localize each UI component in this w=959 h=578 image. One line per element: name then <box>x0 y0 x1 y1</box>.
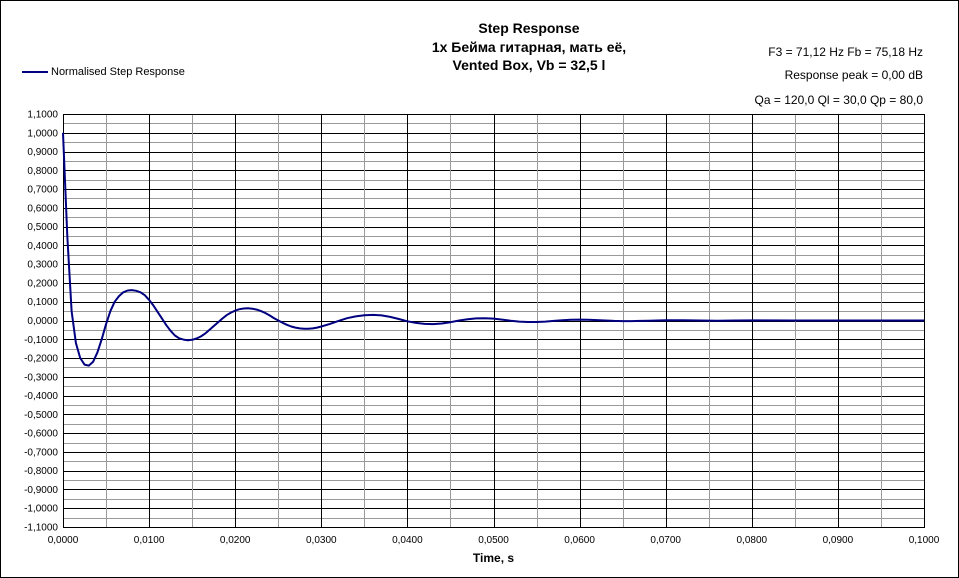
legend-swatch <box>22 71 48 73</box>
y-tick-label: -0,8000 <box>24 466 58 477</box>
y-tick-label: 0,0000 <box>27 316 58 327</box>
y-tick-label: -1,1000 <box>24 523 58 534</box>
legend: Normalised Step Response <box>22 66 185 78</box>
series-line-normalised-step-response <box>62 132 924 367</box>
y-tick-label: 1,1000 <box>27 110 58 121</box>
y-tick-label: 1,0000 <box>27 128 58 139</box>
x-tick-label: 0,0000 <box>48 535 79 546</box>
x-tick-label: 0,0500 <box>478 535 509 546</box>
y-tick-label: -0,5000 <box>24 410 58 421</box>
y-tick-label: 0,7000 <box>27 185 58 196</box>
y-tick-label: 0,5000 <box>27 222 58 233</box>
y-tick-label: 0,3000 <box>27 260 58 271</box>
plot-border <box>63 114 925 528</box>
y-tick-label: -1,0000 <box>24 504 58 515</box>
y-tick-label: -0,6000 <box>24 429 58 440</box>
y-tick-label: 0,9000 <box>27 147 58 158</box>
x-tick-label: 0,0300 <box>306 535 337 546</box>
x-tick-label: 0,0400 <box>392 535 423 546</box>
y-tick-label: 0,6000 <box>27 203 58 214</box>
x-tick-label: 0,0800 <box>737 535 768 546</box>
y-tick-label: -0,4000 <box>24 391 58 402</box>
legend-label: Normalised Step Response <box>51 66 185 78</box>
y-tick-label: 0,4000 <box>27 241 58 252</box>
y-tick-label: -0,7000 <box>24 447 58 458</box>
x-tick-label: 0,0600 <box>564 535 595 546</box>
x-tick-label: 0,0700 <box>650 535 681 546</box>
y-tick-label: 0,8000 <box>27 166 58 177</box>
y-tick-label: -0,9000 <box>24 485 58 496</box>
y-tick-label: -0,2000 <box>24 354 58 365</box>
y-tick-label: -0,3000 <box>24 372 58 383</box>
x-axis-label: Time, s <box>473 551 514 565</box>
x-tick-label: 0,0100 <box>134 535 165 546</box>
x-tick-label: 0,0200 <box>220 535 251 546</box>
y-tick-label: -0,1000 <box>24 335 58 346</box>
f3-fb-info: F3 = 71,12 Hz Fb = 75,18 Hz <box>768 45 923 59</box>
q-values-info: Qa = 120,0 Ql = 30,0 Qp = 80,0 <box>754 93 923 107</box>
response-peak-info: Response peak = 0,00 dB <box>784 68 923 82</box>
x-tick-label: 0,1000 <box>909 535 940 546</box>
chart-title: Step Response <box>478 20 580 36</box>
chart-subtitle-line-1: 1x Бейма гитарная, мать её, <box>431 39 627 55</box>
chart-subtitle-line-2: Vented Box, Vb = 32,5 l <box>452 57 606 73</box>
y-tick-label: 0,1000 <box>27 297 58 308</box>
y-tick-label: 0,2000 <box>27 278 58 289</box>
x-tick-label: 0,0900 <box>823 535 854 546</box>
